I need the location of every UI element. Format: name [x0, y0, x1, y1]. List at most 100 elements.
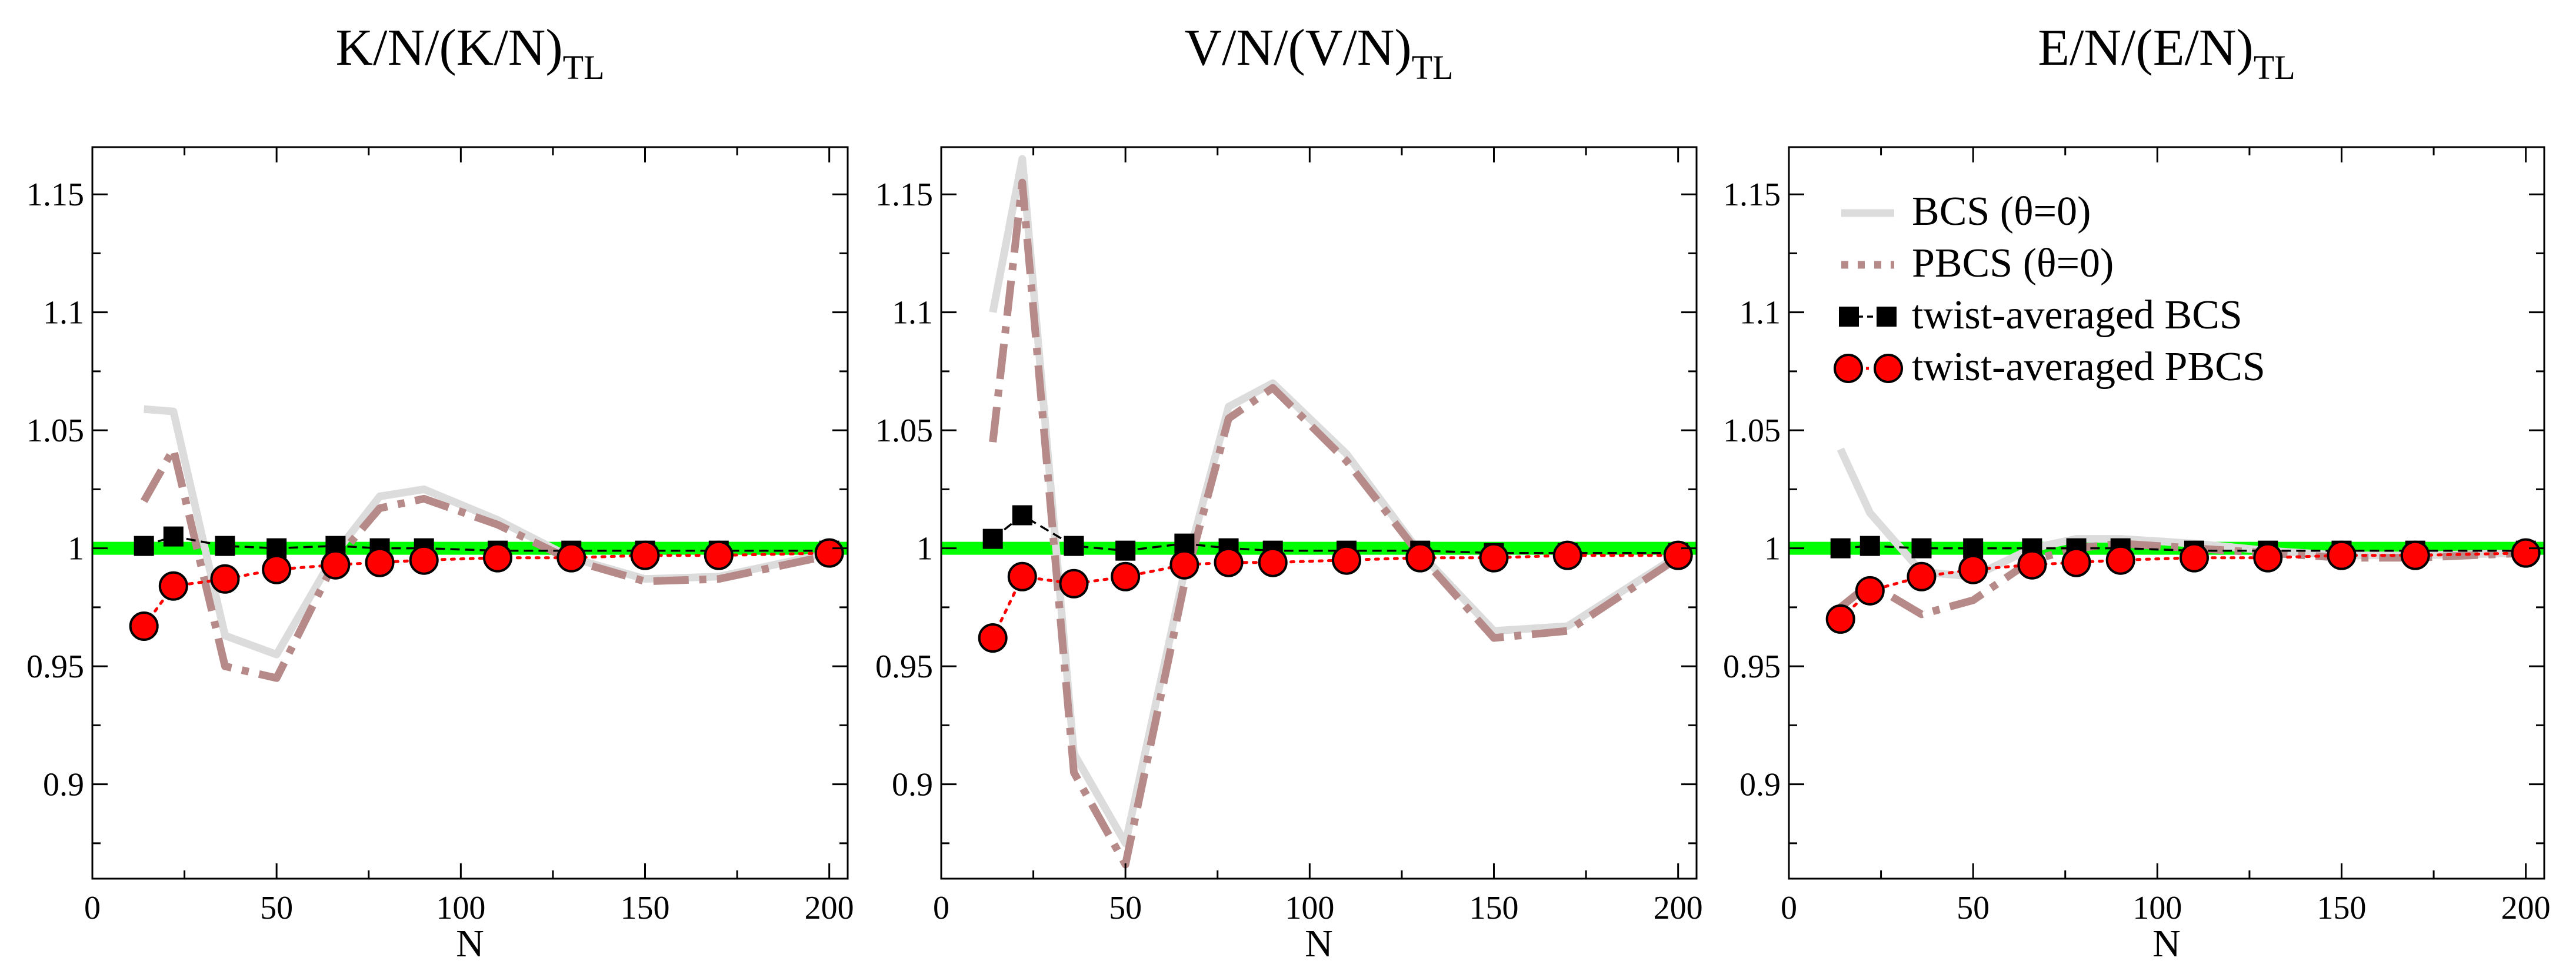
panel-kinetic: K/N/(K/N)TL 0 50 100 150 200 0.9 0.95 1 1.05 1.1 1.… [26, 19, 854, 965]
panel-title-subscript: TL [563, 48, 605, 87]
legend-ta-pbcs-marker [1834, 354, 1863, 383]
series-ta-bcs-line [1840, 544, 2526, 552]
ta-pbcs-marker [1111, 561, 1141, 591]
y-tick-label: 1.1 [892, 295, 933, 331]
series-bcs-line [989, 155, 1681, 847]
x-tick-label: 150 [2317, 890, 2367, 926]
ta-pbcs-marker [1258, 547, 1288, 577]
ta-pbcs-marker [630, 540, 660, 570]
ta-pbcs-marker [556, 543, 586, 573]
panel-title: V/N/(V/N)TL [1184, 19, 1453, 87]
ta-bcs-marker [982, 528, 1003, 549]
y-tick-label: 1.15 [1723, 177, 1781, 213]
ta-bcs-marker [1115, 540, 1136, 561]
x-tick-label: 200 [1654, 890, 1703, 926]
plot-frame [940, 146, 1698, 880]
ta-pbcs-marker [129, 611, 159, 641]
x-tick-label: 100 [1285, 890, 1334, 926]
ta-bcs-marker [215, 536, 235, 556]
ta-pbcs-marker [2179, 543, 2209, 573]
y-tick-label: 1.05 [875, 413, 933, 449]
ta-bcs-marker [163, 526, 184, 547]
ta-pbcs-marker [1907, 561, 1937, 591]
ta-pbcs-marker [978, 623, 1008, 653]
y-tick-label: 0.95 [26, 649, 84, 685]
ta-bcs-marker [1064, 536, 1084, 556]
legend-label: twist-averaged BCS [1912, 292, 2242, 338]
legend-label: BCS (θ=0) [1912, 189, 2091, 234]
legend-ta-bcs-marker [1877, 307, 1897, 327]
ta-pbcs-marker [1214, 547, 1244, 577]
ta-pbcs-marker [1825, 604, 1855, 634]
ta-pbcs-marker [409, 545, 439, 575]
ta-pbcs-marker [1552, 540, 1582, 570]
y-tick-label: 0.95 [875, 649, 933, 685]
ta-pbcs-marker [2017, 550, 2047, 580]
y-tick-label: 0.9 [43, 767, 84, 803]
x-tick-label: 50 [1957, 890, 1990, 926]
series-pbcs-line [1838, 540, 2526, 619]
x-tick-label: 50 [260, 890, 293, 926]
x-tick-label: 100 [2132, 890, 2182, 926]
ta-pbcs-marker [1059, 569, 1089, 599]
ta-bcs-marker [134, 536, 154, 556]
x-tick-label: 150 [621, 890, 670, 926]
y-tick-label: 1 [1764, 531, 1781, 567]
y-tick-label: 1.15 [875, 177, 933, 213]
ta-pbcs-marker [2105, 545, 2135, 575]
series-pbcs-line [989, 178, 1681, 869]
ta-pbcs-marker [1169, 550, 1199, 580]
y-tick-label: 0.95 [1723, 649, 1781, 685]
x-axis-label: N [456, 922, 484, 965]
x-tick-label: 200 [2501, 890, 2551, 926]
ta-bcs-marker [1012, 505, 1032, 526]
ta-pbcs-marker [1405, 543, 1435, 573]
panel-title-main: K/N/(K/N) [335, 19, 562, 77]
ta-pbcs-marker [210, 564, 240, 594]
x-tick-label: 0 [84, 890, 101, 926]
x-tick-label: 150 [1469, 890, 1519, 926]
panel-total-energy: E/N/(E/N)TL 0 50 100 150 200 0.9 0.95 1 1.05 1.1 1.… [1723, 19, 2551, 965]
ta-pbcs-marker [365, 547, 395, 577]
y-tick-label: 1.05 [1723, 413, 1781, 449]
panel-title-main: E/N/(E/N) [2038, 19, 2254, 77]
ta-pbcs-marker [482, 543, 512, 573]
panel-title: E/N/(E/N)TL [2038, 19, 2295, 87]
panel-title-subscript: TL [2254, 48, 2295, 87]
legend: BCS (θ=0) PBCS (θ=0) twist-averaged BCS twi… [1834, 189, 2265, 390]
ta-pbcs-marker [1331, 545, 1361, 575]
series-bcs-line [144, 405, 831, 659]
ta-pbcs-marker [321, 550, 351, 580]
ta-pbcs-marker [2400, 540, 2430, 570]
legend-label: twist-averaged PBCS [1912, 344, 2265, 390]
panel-title-main: V/N/(V/N) [1184, 19, 1411, 77]
ta-pbcs-marker [1479, 543, 1509, 573]
plot-frame [1788, 146, 2545, 880]
x-tick-label: 0 [933, 890, 949, 926]
ta-pbcs-marker [158, 571, 188, 601]
x-tick-label: 0 [1781, 890, 1797, 926]
y-tick-label: 1.15 [26, 177, 84, 213]
plot-frame [91, 146, 849, 880]
y-tick-label: 0.9 [1739, 767, 1781, 803]
ta-pbcs-marker [1855, 576, 1885, 606]
ta-pbcs-marker [1958, 554, 1988, 584]
ta-pbcs-marker [814, 538, 844, 568]
ta-pbcs-marker [704, 540, 734, 570]
y-tick-label: 1.1 [43, 295, 84, 331]
y-tick-label: 1 [68, 531, 84, 567]
ta-pbcs-marker [2061, 547, 2091, 577]
ta-bcs-marker [1859, 536, 1880, 556]
y-tick-label: 1.05 [26, 413, 84, 449]
ta-pbcs-marker [1007, 561, 1037, 591]
y-tick-label: 0.9 [892, 767, 933, 803]
legend-ta-pbcs-marker [1874, 354, 1903, 383]
x-tick-label: 50 [1109, 890, 1142, 926]
ta-pbcs-marker [2253, 543, 2283, 573]
legend-ta-bcs-marker [1839, 307, 1859, 327]
legend-label: PBCS (θ=0) [1912, 241, 2114, 286]
y-tick-label: 1.1 [1739, 295, 1781, 331]
ta-pbcs-marker [262, 554, 292, 584]
x-axis-label: N [2152, 922, 2181, 965]
